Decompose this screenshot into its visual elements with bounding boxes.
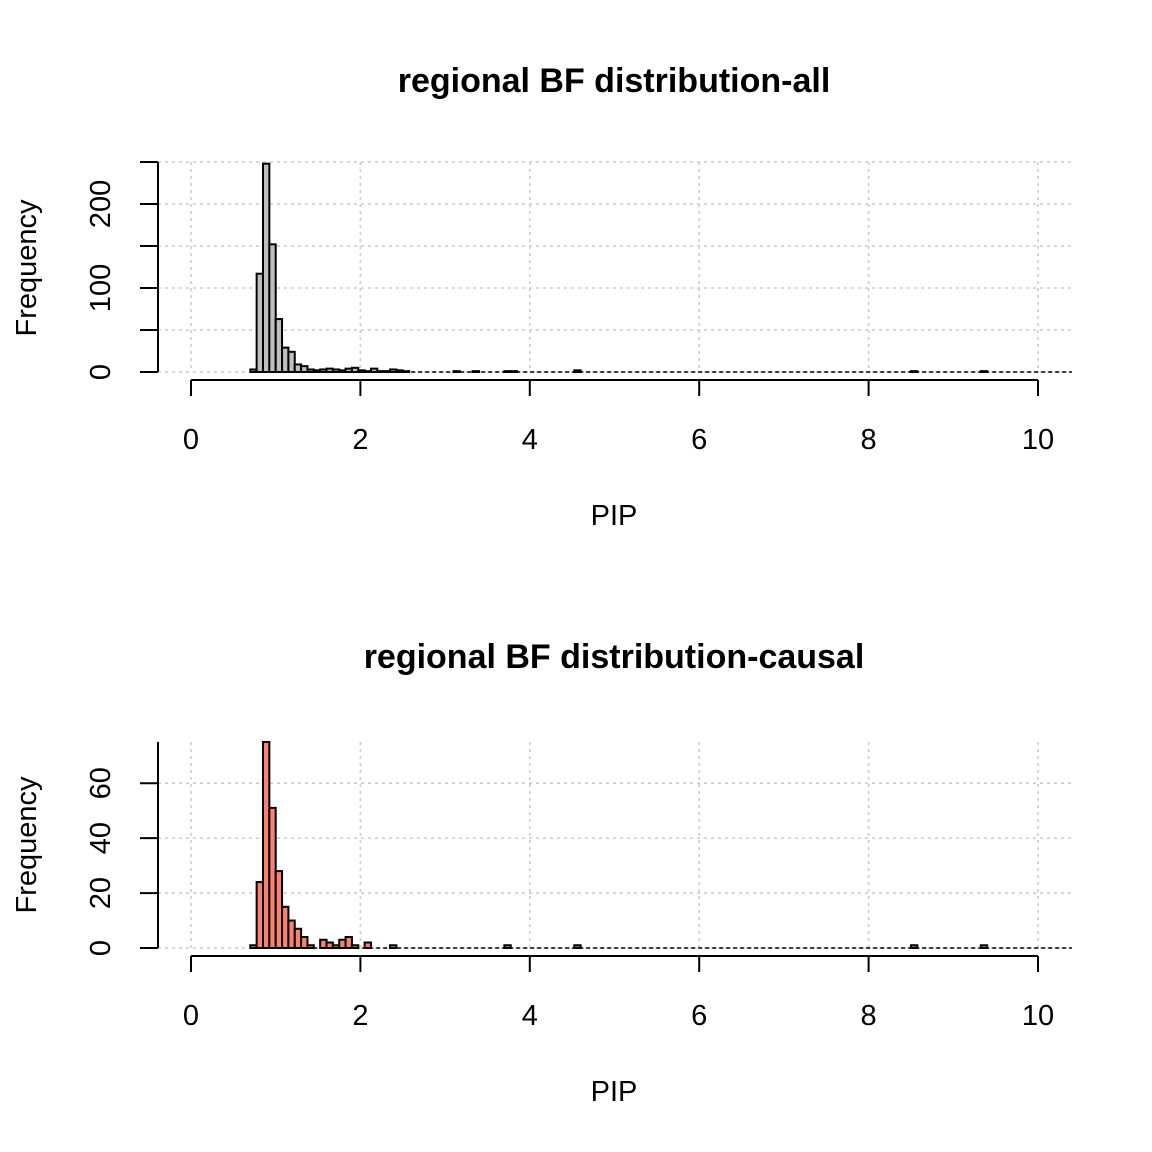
- histogram-bar: [363, 941, 372, 949]
- y-tick-label: 200: [85, 180, 117, 228]
- x-axis-label: PIP: [591, 500, 638, 532]
- x-tick-label: 8: [861, 1000, 877, 1032]
- y-axis-label: Frequency: [11, 776, 43, 914]
- x-tick-label: 4: [522, 1000, 538, 1032]
- y-tick-label: 40: [85, 822, 117, 854]
- histogram-bar: [573, 369, 582, 374]
- x-tick-label: 2: [352, 424, 368, 456]
- histogram-causal-panel: regional BF distribution-causal PIP Freq…: [11, 638, 1072, 1108]
- x-tick-label: 6: [691, 424, 707, 456]
- x-tick-label: 8: [861, 424, 877, 456]
- grid: [158, 161, 1072, 373]
- histogram-bar: [350, 944, 360, 950]
- chart-title: regional BF distribution-all: [398, 62, 831, 100]
- x-tick-label: 4: [522, 424, 538, 456]
- grid: [158, 742, 1072, 949]
- y-axis: 0 20 40 60: [85, 742, 159, 956]
- histogram-bar: [503, 944, 512, 950]
- histogram-bar: [979, 944, 989, 950]
- x-axis-label: PIP: [591, 1076, 638, 1108]
- histogram-all-panel: regional BF distribution-all PIP Frequen…: [11, 62, 1072, 532]
- histogram-bar: [300, 936, 309, 949]
- x-tick-label: 0: [183, 1000, 199, 1032]
- y-tick-label: 60: [85, 767, 117, 799]
- x-axis: 0 2 4 6 8 10: [183, 955, 1054, 1032]
- y-axis-label: Frequency: [11, 199, 43, 337]
- histogram-bar: [573, 944, 582, 950]
- y-axis: 0 100 200: [85, 161, 159, 380]
- x-tick-label: 10: [1022, 1000, 1054, 1032]
- y-tick-label: 0: [85, 940, 117, 956]
- x-tick-label: 0: [183, 424, 199, 456]
- y-tick-label: 100: [85, 264, 117, 312]
- histogram-bar: [909, 944, 919, 950]
- y-tick-label: 0: [85, 364, 117, 380]
- y-tick-label: 20: [85, 877, 117, 909]
- x-tick-label: 6: [691, 1000, 707, 1032]
- x-tick-label: 10: [1022, 424, 1054, 456]
- histogram-bar: [306, 944, 315, 950]
- chart-title: regional BF distribution-causal: [364, 638, 865, 676]
- x-axis: 0 2 4 6 8 10: [183, 379, 1054, 456]
- x-tick-label: 2: [352, 1000, 368, 1032]
- histogram-bar: [287, 350, 296, 373]
